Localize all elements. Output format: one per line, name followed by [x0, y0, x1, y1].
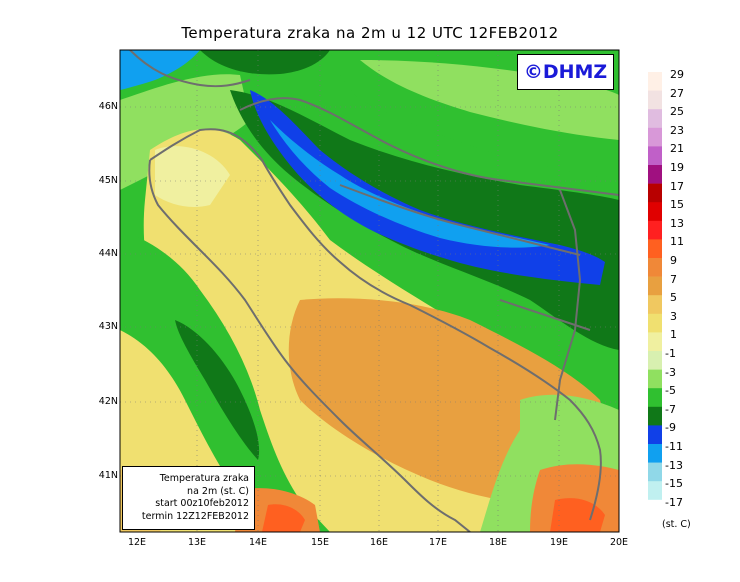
- colorbar-swatch: [648, 239, 662, 259]
- colorbar-swatch: [648, 295, 662, 315]
- info-line-title: Temperatura zraka: [159, 473, 249, 484]
- colorbar-units: (st. C): [662, 519, 691, 530]
- lat-label-41n: 41N: [98, 470, 118, 481]
- lon-label-12e: 12E: [127, 537, 147, 548]
- info-line-start: start 00z10feb2012: [155, 498, 249, 509]
- colorbar-label: -11: [665, 440, 683, 453]
- lon-label-18e: 18E: [488, 537, 508, 548]
- colorbar-label: -1: [665, 347, 676, 360]
- coastline: [129, 50, 619, 532]
- colorbar-swatch: [648, 499, 662, 519]
- lat-label-44n: 44N: [98, 248, 118, 259]
- colorbar: [648, 72, 662, 519]
- colorbar-label: 5: [670, 291, 677, 305]
- colorbar-label: 29: [670, 68, 684, 81]
- colorbar-label: 21: [670, 142, 684, 156]
- lon-label-17e: 17E: [428, 537, 448, 548]
- colorbar-label: 11: [670, 235, 684, 249]
- colorbar-swatch: [648, 258, 662, 277]
- colorbar-label: 9: [670, 254, 677, 267]
- lon-label-16e: 16E: [369, 537, 389, 548]
- info-line-termin: termin 12Z12FEB2012: [141, 510, 249, 522]
- colorbar-label: -7: [665, 402, 676, 416]
- colorbar-swatch: [648, 406, 662, 426]
- lat-label-43n: 43N: [98, 321, 118, 332]
- lat-label-46n: 46N: [98, 101, 118, 112]
- colorbar-label: -3: [665, 365, 676, 379]
- colorbar-label: 27: [670, 86, 684, 100]
- colorbar-swatch: [648, 183, 662, 203]
- colorbar-label: 3: [670, 309, 677, 323]
- colorbar-label: 7: [670, 272, 677, 286]
- colorbar-swatch: [648, 276, 662, 296]
- map-frame: [119, 49, 620, 533]
- colorbar-swatch: [648, 146, 662, 166]
- colorbar-swatch: [648, 127, 662, 147]
- lon-label-14e: 14E: [248, 537, 268, 548]
- colorbar-swatch: [648, 72, 662, 91]
- colorbar-swatch: [648, 481, 662, 501]
- lon-label-15e: 15E: [310, 537, 330, 548]
- colorbar-label: -5: [665, 384, 676, 398]
- lon-label-19e: 19E: [549, 537, 569, 548]
- info-line-units: na 2m (st. C): [187, 485, 249, 497]
- colorbar-label: 17: [670, 179, 684, 193]
- colorbar-swatch: [648, 462, 662, 482]
- colorbar-label: 23: [670, 123, 684, 137]
- colorbar-label: 1: [670, 328, 677, 342]
- colorbar-label: -9: [665, 421, 676, 435]
- colorbar-label: -15: [665, 477, 683, 491]
- lat-label-45n: 45N: [98, 175, 118, 186]
- colorbar-label: -17: [665, 495, 683, 509]
- colorbar-swatch: [648, 90, 662, 110]
- colorbar-swatch: [648, 202, 662, 222]
- colorbar-swatch: [648, 388, 662, 408]
- colorbar-swatch: [648, 444, 662, 463]
- colorbar-label: 25: [670, 105, 684, 119]
- lon-label-13e: 13E: [187, 537, 207, 548]
- lon-label-20e: 20E: [609, 537, 629, 548]
- colorbar-label: -13: [665, 458, 683, 472]
- colorbar-swatch: [648, 313, 662, 333]
- colorbar-label: 13: [670, 216, 684, 230]
- dhmz-logo: ©DHMZ: [517, 54, 614, 90]
- grid: [120, 50, 619, 532]
- colorbar-label: 19: [670, 161, 684, 174]
- colorbar-swatch: [648, 369, 662, 389]
- colorbar-swatch: [648, 220, 662, 240]
- temperature-field: [120, 50, 619, 532]
- map-title: Temperatura zraka na 2m u 12 UTC 12FEB20…: [181, 24, 559, 42]
- colorbar-swatch: [648, 425, 662, 445]
- colorbar-label: 15: [670, 198, 684, 212]
- colorbar-swatch: [648, 332, 662, 352]
- info-box: Temperatura zraka na 2m (st. C) start 00…: [122, 466, 255, 530]
- colorbar-swatch: [648, 109, 662, 129]
- colorbar-swatch: [648, 351, 662, 370]
- colorbar-swatch: [648, 165, 662, 184]
- lat-label-42n: 42N: [98, 396, 118, 407]
